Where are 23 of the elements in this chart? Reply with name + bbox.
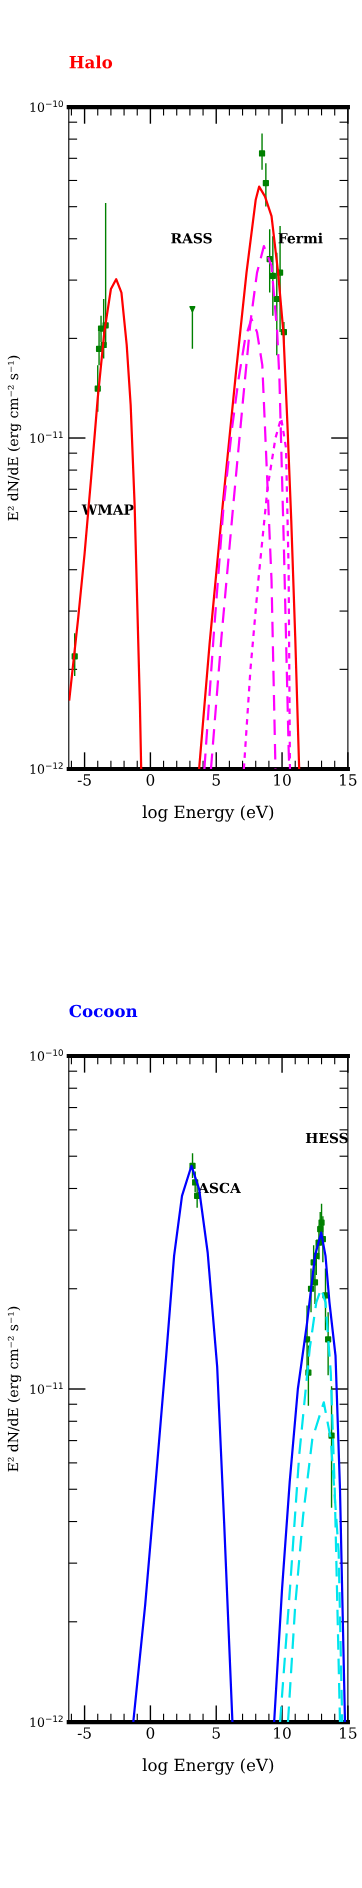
x-tick-label: 5 [212,1727,220,1739]
y-axis-title: E² dN/dE (erg cm⁻² s⁻¹) [7,1306,22,1472]
y-tick-label: 10$^{−10}$ [30,100,63,112]
x-tick-label: 0 [146,774,155,786]
chart-title: Halo [69,55,113,69]
x-tick-label: 15 [340,774,357,786]
y-tick-label: 10$^{−10}$ [30,1049,63,1061]
x-tick-label: 0 [146,1727,155,1739]
x-tick-label: 10 [274,1727,291,1739]
x-axis-title: log Energy (eV) [142,1758,274,1775]
x-tick-label: 10 [274,774,291,786]
y-tick-label: 10$^{−12}$ [30,762,63,774]
x-tick-label: -5 [77,1727,91,1739]
x-tick-label: -5 [77,774,91,786]
annotation: RASS [171,232,212,244]
y-tick-label: 10$^{−12}$ [30,1715,63,1727]
x-tick-label: 15 [340,1727,357,1739]
x-axis-title: log Energy (eV) [142,805,274,822]
x-tick-label: 5 [212,774,220,786]
chart-title: Cocoon [69,1004,138,1018]
y-axis-title: E² dN/dE (erg cm⁻² s⁻¹) [7,355,22,521]
y-tick-label: 10$^{−11}$ [30,431,63,443]
y-tick-label: 10$^{−11}$ [30,1382,63,1394]
